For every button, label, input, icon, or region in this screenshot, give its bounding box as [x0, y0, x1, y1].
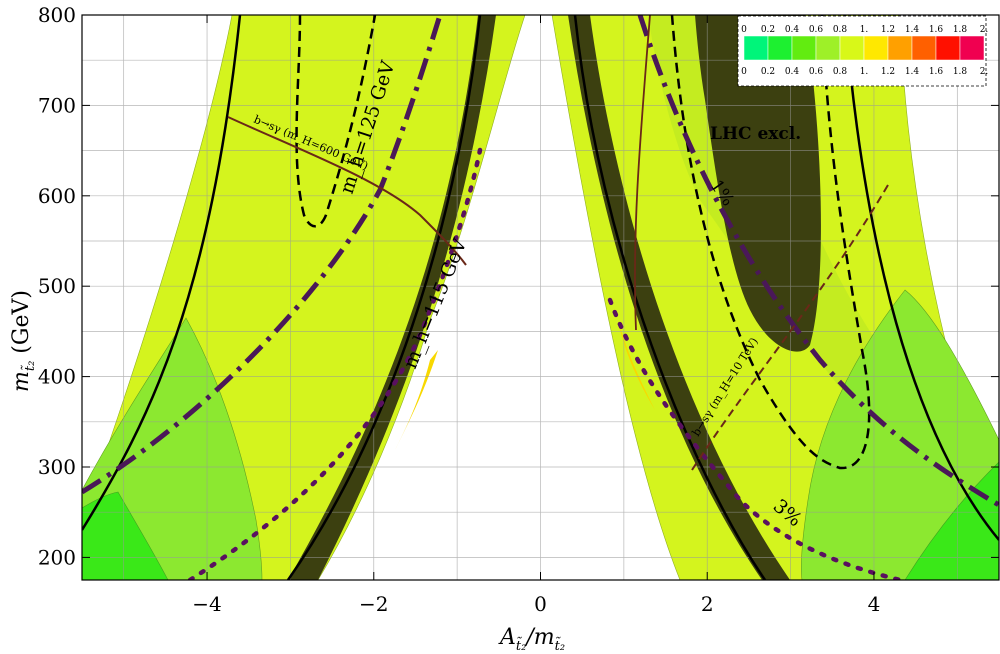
legend-swatch: [887, 35, 913, 61]
legend-label-bottom: 1.6: [929, 67, 944, 77]
legend-label-top: 1.4: [905, 25, 920, 35]
legend-label-top: 0.8: [833, 25, 848, 35]
legend: 0 0 0.2 0.2 0.4 0.4 0.6 0.6 0.8 0.8 1. 1. 1.2 1.2 1.4 1…: [737, 15, 989, 87]
mh125-left-dashed: [295, 15, 377, 228]
legend-swatch: [935, 35, 961, 61]
y-tick-label: 700: [38, 93, 76, 117]
y-tick-label: 800: [38, 3, 76, 27]
x-tick-label: −2: [359, 592, 388, 616]
y-tick-label: 400: [38, 365, 76, 389]
legend-swatch: [743, 35, 769, 61]
legend-label-bottom: 1.8: [953, 67, 968, 77]
legend-label-top: 1.2: [881, 25, 895, 35]
bsg-right-line: [691, 184, 889, 471]
legend-swatch: [863, 35, 889, 61]
mh115-right-solid: [573, 15, 767, 580]
thin-dark-line: [634, 15, 651, 331]
label-lhc-excl: LHC excl.: [710, 124, 801, 144]
legend-swatch: [767, 35, 793, 61]
right-excluded-band: [568, 15, 790, 580]
legend-swatch: [959, 35, 985, 61]
legend-label-bottom: 0.6: [809, 67, 824, 77]
legend-label-top: 0: [741, 25, 747, 35]
legend-label-top: 2.: [980, 25, 989, 35]
legend-label-bottom: 0.8: [833, 67, 848, 77]
legend-label-top: 1.: [860, 25, 869, 35]
legend-label-top: 1.6: [929, 25, 944, 35]
mh115-left-solid: [82, 15, 242, 531]
legend-label-top: 0.2: [761, 25, 775, 35]
mh115-left-inner-solid: [286, 15, 482, 580]
dotted-contour: [187, 147, 903, 580]
y-tick-label: 300: [38, 455, 76, 479]
dashdot-right: [637, 15, 999, 508]
x-ticks: −4 −2 0 2 4: [192, 15, 880, 616]
plot-area: [82, 15, 999, 580]
legend-swatch: [839, 35, 865, 61]
legend-label-bottom: 1.4: [905, 67, 920, 77]
y-ticks: 200 300 400 500 600 700 800: [38, 3, 999, 569]
gridlines: [82, 15, 999, 580]
lhc-excluded-region: [695, 15, 821, 352]
left-yellow-sliver: [395, 350, 438, 450]
legend-label-bottom: 0: [741, 67, 747, 77]
legend-label-bottom: 1.2: [881, 67, 895, 77]
left-bright-region: [82, 491, 169, 580]
legend-label-bottom: 2.: [980, 67, 989, 77]
x-tick-label: 4: [868, 592, 881, 616]
legend-swatch: [791, 35, 817, 61]
legend-label-bottom: 1.: [860, 67, 869, 77]
x-tick-label: 2: [701, 592, 714, 616]
x-axis-label: At̃₂/mt̃₂: [498, 625, 565, 654]
legend-label-bottom: 0.2: [761, 67, 775, 77]
dashdot-left: [82, 15, 443, 495]
legend-label-bottom: 0.4: [785, 67, 800, 77]
y-tick-label: 600: [38, 184, 76, 208]
legend-label-top: 0.4: [785, 25, 800, 35]
legend-swatch: [815, 35, 841, 61]
bsg-left-line: [227, 116, 467, 266]
legend-label-top: 0.6: [809, 25, 824, 35]
mh125-right-dashed: [670, 15, 871, 470]
y-axis-label: mt̃₂ (GeV): [9, 290, 38, 392]
right-green-region: [800, 289, 999, 580]
legend-label-top: 1.8: [953, 25, 968, 35]
y-tick-label: 200: [38, 545, 76, 569]
y-tick-label: 500: [38, 274, 76, 298]
x-tick-label: 0: [534, 592, 547, 616]
x-tick-label: −4: [192, 592, 221, 616]
left-excluded-band: [288, 15, 496, 580]
legend-swatch: [911, 35, 937, 61]
